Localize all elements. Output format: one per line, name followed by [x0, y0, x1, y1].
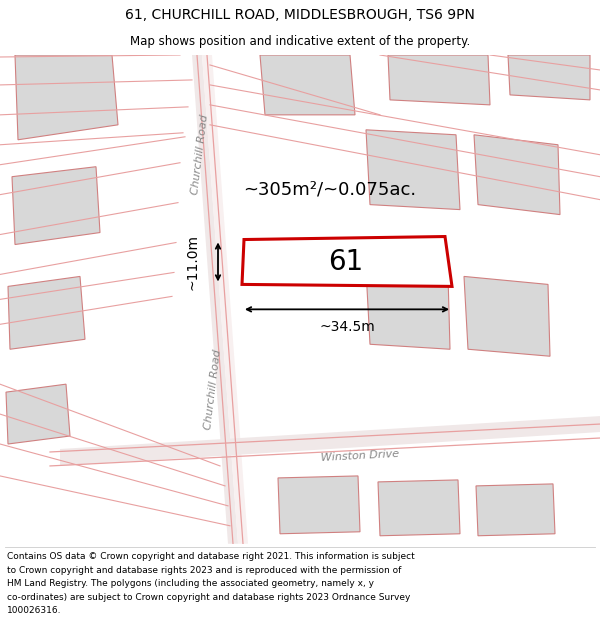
Polygon shape	[260, 55, 355, 115]
Polygon shape	[202, 55, 248, 544]
Text: 100026316.: 100026316.	[7, 606, 62, 616]
Polygon shape	[12, 167, 100, 244]
Polygon shape	[464, 276, 550, 356]
Text: Contains OS data © Crown copyright and database right 2021. This information is : Contains OS data © Crown copyright and d…	[7, 552, 415, 561]
Polygon shape	[60, 416, 600, 466]
Text: Churchill Road: Churchill Road	[203, 348, 223, 430]
Text: HM Land Registry. The polygons (including the associated geometry, namely x, y: HM Land Registry. The polygons (includin…	[7, 579, 374, 588]
Text: to Crown copyright and database rights 2023 and is reproduced with the permissio: to Crown copyright and database rights 2…	[7, 566, 401, 574]
Polygon shape	[388, 55, 490, 105]
Polygon shape	[242, 236, 452, 286]
Polygon shape	[378, 480, 460, 536]
Polygon shape	[366, 130, 460, 209]
Polygon shape	[278, 476, 360, 534]
Text: co-ordinates) are subject to Crown copyright and database rights 2023 Ordnance S: co-ordinates) are subject to Crown copyr…	[7, 593, 410, 602]
Text: ~305m²/~0.075ac.: ~305m²/~0.075ac.	[244, 181, 416, 199]
Polygon shape	[474, 135, 560, 214]
Text: 61: 61	[328, 248, 364, 276]
Text: 61, CHURCHILL ROAD, MIDDLESBROUGH, TS6 9PN: 61, CHURCHILL ROAD, MIDDLESBROUGH, TS6 9…	[125, 8, 475, 22]
Polygon shape	[508, 55, 590, 100]
Polygon shape	[192, 55, 238, 544]
Text: Map shows position and indicative extent of the property.: Map shows position and indicative extent…	[130, 35, 470, 48]
Text: ~34.5m: ~34.5m	[319, 320, 375, 334]
Polygon shape	[6, 384, 70, 444]
Text: ~11.0m: ~11.0m	[186, 234, 200, 290]
Polygon shape	[476, 484, 555, 536]
Text: Winston Drive: Winston Drive	[320, 449, 400, 463]
Polygon shape	[15, 55, 118, 140]
Polygon shape	[8, 276, 85, 349]
Polygon shape	[366, 269, 450, 349]
Text: Churchill Road: Churchill Road	[190, 114, 210, 196]
